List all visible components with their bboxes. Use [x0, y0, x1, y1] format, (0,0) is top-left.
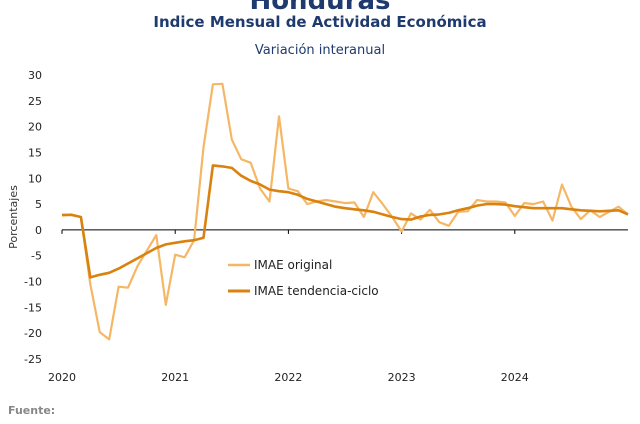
- y-axis: 30 25 20 15 10 5 0 -5 -10 -15 -20 -25: [24, 69, 42, 366]
- y-tick-label: 30: [28, 69, 42, 82]
- x-tick-label: 2022: [274, 371, 302, 384]
- x-tick-label: 2020: [48, 371, 76, 384]
- chart-sub-subtitle: Variación interanual: [254, 43, 386, 58]
- y-tick-label: -10: [24, 276, 42, 289]
- y-tick-label: 5: [35, 198, 42, 211]
- y-axis-label: Porcentajes: [7, 185, 20, 249]
- series-group: [61, 82, 629, 341]
- y-tick-label: 20: [28, 121, 42, 134]
- x-axis: 2020 2021 2022 2023 2024: [48, 229, 628, 384]
- y-tick-label: -20: [24, 327, 42, 340]
- series-line-trend: [62, 164, 629, 279]
- x-tick-label: 2024: [501, 371, 529, 384]
- footer-source: Fuente:: [8, 404, 56, 417]
- legend-label: IMAE tendencia-ciclo: [254, 284, 379, 298]
- y-tick-label: 15: [28, 146, 42, 159]
- legend-label: IMAE original: [254, 258, 332, 272]
- y-tick-label: -15: [24, 301, 42, 314]
- x-tick-label: 2021: [161, 371, 189, 384]
- legend: IMAE original IMAE tendencia-ciclo: [228, 258, 379, 298]
- page-title: Honduras: [249, 0, 391, 16]
- y-tick-label: -25: [24, 353, 42, 366]
- y-tick-label: 25: [28, 95, 42, 108]
- x-tick-label: 2023: [388, 371, 416, 384]
- y-tick-label: 0: [35, 224, 42, 237]
- chart-subtitle: Indice Mensual de Actividad Económica: [153, 13, 487, 31]
- series-line-original: [61, 82, 629, 341]
- y-tick-label: 10: [28, 172, 42, 185]
- y-tick-label: -5: [31, 250, 42, 263]
